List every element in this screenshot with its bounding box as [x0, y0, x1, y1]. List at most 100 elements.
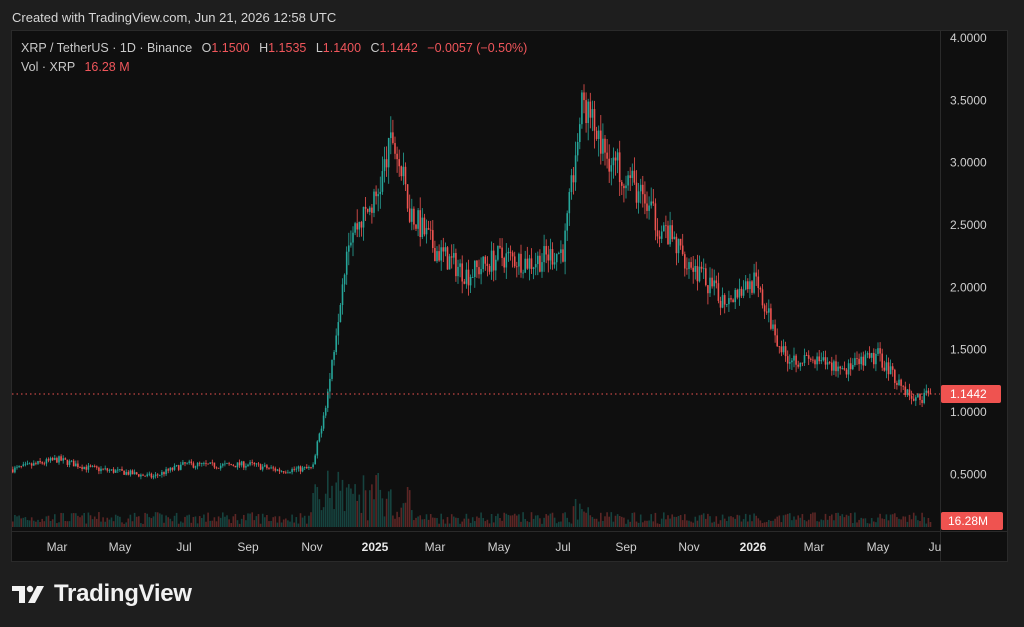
candle-body	[553, 262, 556, 265]
volume-bar	[642, 522, 644, 527]
volume-bar	[257, 514, 260, 527]
candle-body	[549, 249, 552, 261]
volume-bar	[425, 514, 428, 527]
volume-bar	[322, 507, 325, 527]
volume-bar	[180, 521, 182, 527]
candle-body	[56, 458, 58, 463]
volume-bar	[398, 517, 400, 527]
candle-body	[534, 264, 537, 268]
high-value: 1.1535	[268, 41, 307, 55]
volume-bar	[801, 514, 804, 527]
volume-bar	[49, 520, 52, 527]
volume-bar	[310, 512, 312, 527]
candle-body	[318, 433, 321, 442]
candle-body	[287, 472, 289, 474]
volume-bar	[381, 498, 384, 527]
candle-body	[448, 256, 451, 270]
volume-bar	[633, 512, 636, 527]
volume-bar	[175, 512, 178, 527]
candle-body	[881, 353, 883, 368]
candle-body	[656, 230, 659, 237]
open-key: O	[201, 41, 212, 55]
volume-bar	[39, 522, 41, 527]
candle-body	[684, 254, 686, 269]
volume-bar	[770, 520, 772, 527]
volume-bar	[314, 484, 316, 527]
candle-body	[402, 166, 405, 177]
candle-body	[207, 463, 209, 465]
candle-body	[597, 130, 600, 139]
volume-bar	[656, 523, 659, 527]
candle-body	[156, 474, 159, 476]
volume-bar	[188, 514, 190, 527]
chart-panel[interactable]: 4.0000 3.5000 3.0000 2.5000 2.0000 1.5000 1.00…	[11, 30, 1008, 562]
candle-body	[83, 466, 85, 470]
volume-label[interactable]: Vol · XRP	[21, 60, 75, 74]
volume-bar	[289, 521, 291, 527]
x-tick-label: Nov	[301, 540, 322, 554]
candle-body	[818, 356, 820, 362]
candle-body	[194, 466, 197, 468]
candle-body	[858, 358, 860, 365]
volume-bar	[161, 514, 163, 527]
volume-bar	[91, 519, 94, 527]
volume-bar	[879, 513, 881, 527]
candle-body	[579, 124, 581, 143]
candle-body	[146, 474, 148, 477]
volume-bar	[896, 517, 898, 527]
candle-body	[797, 364, 799, 367]
volume-bar	[841, 514, 844, 527]
candle-body	[413, 208, 415, 225]
volume-bar	[688, 520, 690, 527]
volume-bar	[177, 523, 180, 527]
volume-bar	[333, 509, 335, 527]
candle-body	[383, 159, 386, 172]
volume-bar	[919, 521, 921, 527]
volume-bar	[205, 521, 207, 527]
candle-body	[469, 277, 472, 286]
candle-body	[375, 191, 377, 197]
volume-bar	[789, 513, 791, 527]
volume-bar	[375, 475, 377, 527]
volume-bar	[373, 499, 375, 527]
candle-body	[807, 355, 810, 359]
candle-body	[715, 280, 718, 284]
candle-body	[49, 457, 52, 461]
candle-body	[822, 357, 825, 361]
volume-bar	[543, 517, 545, 527]
candle-body	[474, 260, 476, 277]
tradingview-logo[interactable]: TradingView	[12, 580, 192, 608]
candle-body	[297, 466, 300, 469]
volume-bar	[906, 521, 909, 527]
volume-bar	[854, 512, 856, 527]
candle-body	[446, 247, 449, 270]
volume-bar	[709, 516, 711, 527]
symbol-label[interactable]: XRP / TetherUS · 1D · Binance	[21, 41, 193, 55]
candle-body	[497, 245, 499, 260]
volume-bar	[350, 488, 352, 527]
candle-body	[100, 468, 102, 472]
candle-body	[163, 472, 165, 475]
volume-bar	[822, 520, 825, 527]
volume-bar	[324, 493, 327, 527]
candle-body	[587, 101, 589, 124]
volume-bar	[847, 515, 850, 527]
candle-body	[228, 463, 230, 465]
volume-bar	[566, 517, 568, 527]
volume-bar	[400, 507, 403, 527]
candle-body	[167, 469, 169, 471]
y-tick-label: 2.5000	[950, 218, 987, 232]
volume-bar	[862, 518, 865, 527]
volume-bar	[429, 514, 432, 527]
candle-body	[360, 221, 363, 228]
volume-bar	[539, 518, 541, 527]
candle-body	[119, 469, 121, 470]
candle-body	[358, 221, 361, 230]
candle-body	[870, 352, 873, 358]
candle-body	[532, 267, 535, 269]
volume-bar	[427, 519, 430, 527]
candle-body	[600, 130, 602, 154]
price-chart-svg[interactable]: 4.0000 3.5000 3.0000 2.5000 2.0000 1.5000 1.00…	[12, 31, 1007, 561]
candle-body	[274, 468, 277, 471]
volume-bar	[224, 516, 226, 527]
